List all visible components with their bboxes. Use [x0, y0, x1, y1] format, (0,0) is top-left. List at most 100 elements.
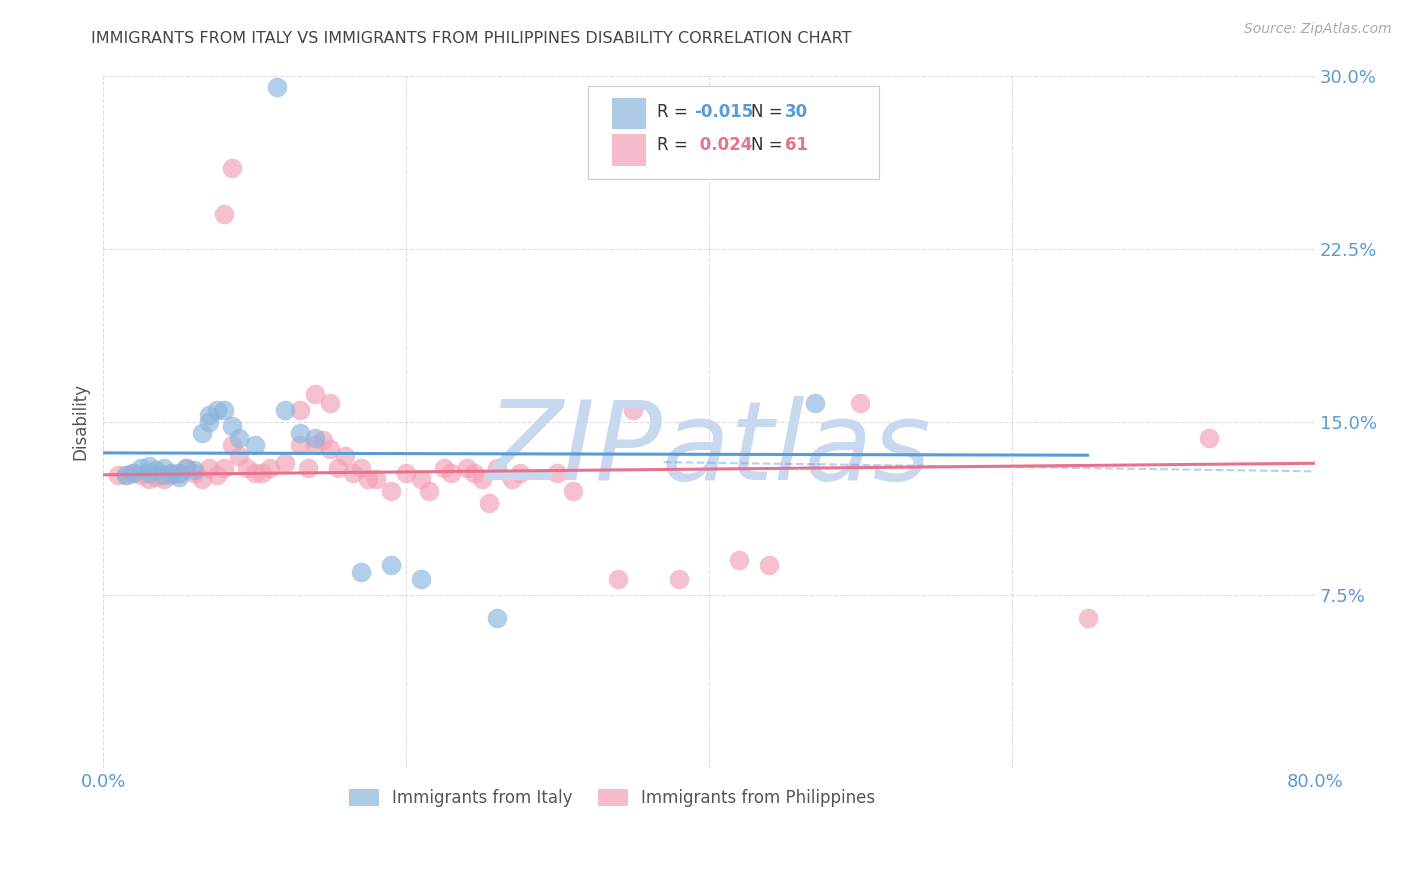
Point: [728, 553, 751, 567]
Text: ZIPatlas: ZIPatlas: [486, 396, 931, 503]
Point: [411, 472, 433, 486]
Point: [138, 472, 160, 486]
Point: [607, 572, 630, 586]
Point: [418, 483, 440, 498]
Point: [471, 472, 494, 486]
Point: [804, 396, 827, 410]
FancyBboxPatch shape: [612, 135, 645, 166]
Point: [167, 470, 190, 484]
Point: [190, 472, 212, 486]
Text: 30: 30: [785, 103, 808, 121]
Point: [259, 461, 281, 475]
Point: [561, 483, 583, 498]
Point: [145, 463, 167, 477]
Legend: Immigrants from Italy, Immigrants from Philippines: Immigrants from Italy, Immigrants from P…: [340, 780, 883, 815]
Y-axis label: Disability: Disability: [72, 384, 89, 460]
Point: [485, 611, 508, 625]
Point: [183, 466, 205, 480]
Text: IMMIGRANTS FROM ITALY VS IMMIGRANTS FROM PHILIPPINES DISABILITY CORRELATION CHAR: IMMIGRANTS FROM ITALY VS IMMIGRANTS FROM…: [91, 31, 852, 46]
Point: [440, 466, 463, 480]
Text: R =: R =: [657, 136, 693, 153]
Point: [152, 461, 174, 475]
Point: [297, 461, 319, 475]
Point: [198, 461, 221, 475]
Point: [228, 450, 250, 464]
Point: [138, 458, 160, 473]
Point: [167, 466, 190, 480]
Point: [129, 467, 152, 482]
Point: [243, 466, 266, 480]
Point: [380, 558, 402, 572]
Point: [509, 466, 531, 480]
Point: [198, 408, 221, 422]
Point: [190, 426, 212, 441]
Point: [758, 558, 780, 572]
Point: [221, 438, 243, 452]
Point: [183, 463, 205, 477]
Point: [243, 438, 266, 452]
Point: [145, 470, 167, 484]
Point: [152, 467, 174, 482]
Point: [221, 419, 243, 434]
Point: [1076, 611, 1098, 625]
Point: [138, 466, 160, 480]
Point: [395, 466, 418, 480]
Point: [176, 461, 198, 475]
Point: [304, 387, 326, 401]
Point: [357, 472, 380, 486]
Text: R =: R =: [657, 103, 693, 121]
Point: [122, 466, 145, 480]
Text: N =: N =: [751, 136, 789, 153]
Point: [160, 466, 183, 480]
Point: [115, 467, 138, 482]
Point: [274, 403, 297, 417]
Point: [274, 456, 297, 470]
Point: [433, 461, 456, 475]
Point: [463, 466, 485, 480]
Point: [236, 461, 259, 475]
Point: [456, 461, 478, 475]
Point: [214, 403, 236, 417]
Point: [221, 161, 243, 175]
Point: [167, 466, 190, 480]
Point: [335, 450, 357, 464]
Point: [198, 415, 221, 429]
Text: 0.024: 0.024: [695, 136, 752, 153]
Point: [152, 472, 174, 486]
Point: [349, 565, 371, 579]
Point: [122, 466, 145, 480]
Point: [129, 461, 152, 475]
Point: [214, 461, 236, 475]
Point: [546, 466, 568, 480]
Point: [478, 495, 501, 509]
Point: [205, 403, 228, 417]
Point: [621, 403, 644, 417]
Point: [1198, 431, 1220, 445]
Point: [485, 461, 508, 475]
Text: 61: 61: [785, 136, 808, 153]
Point: [326, 461, 349, 475]
Point: [668, 572, 690, 586]
Text: Source: ZipAtlas.com: Source: ZipAtlas.com: [1244, 22, 1392, 37]
Point: [115, 467, 138, 482]
Point: [501, 472, 523, 486]
Point: [312, 433, 335, 447]
Point: [849, 396, 872, 410]
Point: [160, 467, 183, 482]
Point: [319, 442, 342, 457]
Point: [380, 483, 402, 498]
Point: [288, 403, 311, 417]
Point: [342, 466, 364, 480]
Point: [411, 572, 433, 586]
Point: [288, 426, 311, 441]
Point: [319, 396, 342, 410]
Point: [205, 467, 228, 482]
Text: N =: N =: [751, 103, 789, 121]
Point: [214, 207, 236, 221]
Point: [107, 467, 129, 482]
Text: -0.015: -0.015: [695, 103, 754, 121]
Point: [288, 438, 311, 452]
Point: [228, 431, 250, 445]
Point: [304, 438, 326, 452]
Point: [304, 431, 326, 445]
